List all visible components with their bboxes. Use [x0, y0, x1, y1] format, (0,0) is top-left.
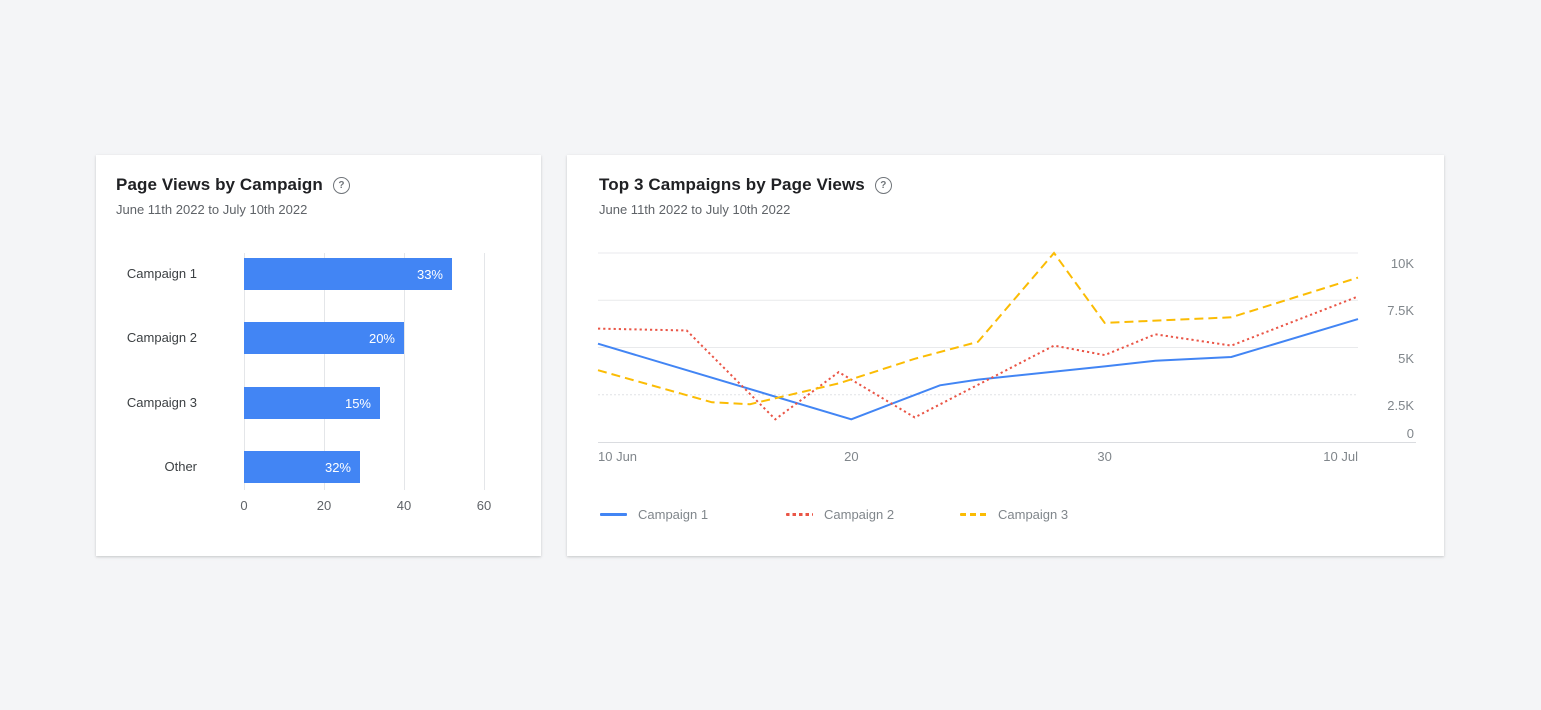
bar-category-campaign-1: Campaign 1: [126, 266, 197, 281]
bar-chart-title: Page Views by Campaign: [116, 175, 323, 194]
y-tick-2-5k: 2.5K: [1387, 397, 1414, 413]
legend-label-campaign-3: Campaign 3: [998, 507, 1069, 522]
line-series-campaign-3[interactable]: [597, 251, 1359, 406]
legend-label-campaign-1: Campaign 1: [638, 507, 709, 522]
bar-x-tick-0: 0: [240, 498, 248, 513]
bar-campaign-3[interactable]: 15%: [244, 387, 380, 419]
chart-legend: Campaign 1 Campaign 2 Campaign 3: [567, 507, 1444, 527]
line-chart-date-range: June 11th 2022 to July 10th 2022: [599, 202, 791, 217]
line-plot-area[interactable]: [597, 251, 1359, 442]
bar-category-labels: Campaign 1 Campaign 2 Campaign 3 Other: [116, 253, 197, 490]
x-tick-20: 20: [844, 449, 859, 464]
y-axis-labels: 10K 7.5K 5K 2.5K 0: [1358, 253, 1416, 453]
bar-value-label: 15%: [344, 395, 371, 411]
x-tick-10-jul: 10 Jul: [1323, 449, 1358, 464]
bar-chart-date-range: June 11th 2022 to July 10th 2022: [116, 202, 308, 217]
bar-x-tick-20: 20: [316, 498, 332, 513]
line-chart-card: Top 3 Campaigns by Page Views ? June 11t…: [567, 155, 1444, 556]
bar-category-campaign-2: Campaign 2: [126, 330, 197, 345]
bar-x-tick-40: 40: [396, 498, 412, 513]
bar-gridline-60: [484, 253, 485, 490]
line-series-campaign-2[interactable]: [597, 295, 1359, 421]
line-chart-svg[interactable]: [597, 251, 1359, 442]
bar-chart-card: Page Views by Campaign ? June 11th 2022 …: [96, 155, 541, 556]
bar-category-other: Other: [164, 459, 197, 474]
bar-value-label: 33%: [416, 266, 443, 282]
legend-swatch-campaign-1: [600, 513, 627, 516]
y-tick-7-5k: 7.5K: [1387, 303, 1414, 319]
bar-chart-header: Page Views by Campaign ? June 11th 2022 …: [116, 175, 350, 217]
line-chart-header: Top 3 Campaigns by Page Views ? June 11t…: [599, 175, 892, 217]
legend-swatch-campaign-2: [786, 513, 813, 516]
bar-plot-area[interactable]: 33% 20% 15% 32%: [244, 253, 520, 490]
legend-label-campaign-2: Campaign 2: [824, 507, 895, 522]
bar-gridline-20: [324, 253, 325, 490]
bar-x-axis: 0 20 40 60: [240, 498, 520, 514]
bar-value-label: 32%: [324, 459, 351, 475]
y-tick-10k: 10K: [1390, 256, 1414, 271]
y-tick-0: 0: [1406, 426, 1414, 441]
legend-item-campaign-1: Campaign 1: [600, 507, 708, 522]
bar-gridline-0: [244, 253, 245, 490]
x-tick-10-jun: 10 Jun: [598, 449, 638, 464]
bar-other[interactable]: 32%: [244, 451, 360, 483]
legend-item-campaign-3: Campaign 3: [960, 507, 1068, 522]
bar-campaign-1[interactable]: 33%: [244, 258, 452, 290]
line-series-campaign-1[interactable]: [597, 318, 1359, 421]
bar-category-campaign-3: Campaign 3: [126, 395, 197, 410]
line-chart-title: Top 3 Campaigns by Page Views: [599, 175, 865, 194]
bar-gridline-40: [404, 253, 405, 490]
bar-x-tick-60: 60: [476, 498, 492, 513]
x-axis-labels: 10 Jun 20 30 10 Jul: [598, 449, 1358, 465]
legend-item-campaign-2: Campaign 2: [786, 507, 894, 522]
bar-campaign-2[interactable]: 20%: [244, 322, 404, 354]
y-tick-5k: 5K: [1398, 350, 1414, 366]
x-tick-30: 30: [1097, 449, 1112, 464]
help-icon[interactable]: ?: [332, 176, 350, 194]
help-icon[interactable]: ?: [874, 176, 892, 194]
bar-value-label: 20%: [368, 330, 395, 346]
legend-swatch-campaign-3: [960, 513, 987, 516]
x-axis-line: [598, 442, 1416, 443]
